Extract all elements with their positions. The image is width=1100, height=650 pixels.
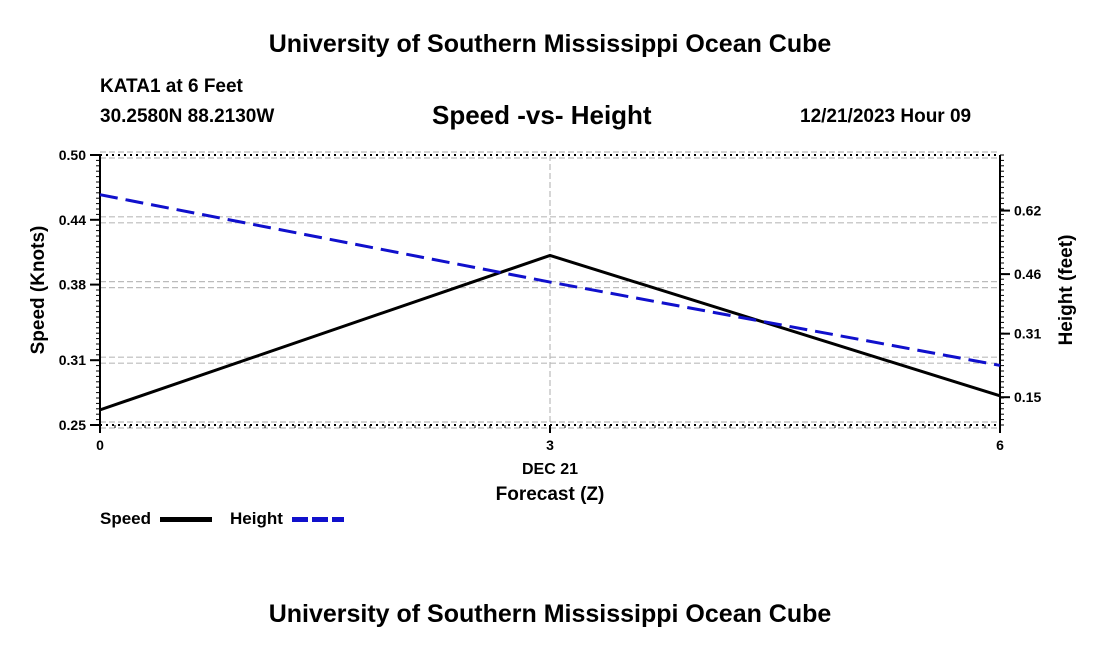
series-line-speed bbox=[99, 253, 1001, 412]
footer-title: University of Southern Mississippi Ocean… bbox=[268, 600, 832, 628]
left-axis-title: Speed (Knots) bbox=[28, 226, 49, 355]
legend-height-swatch bbox=[292, 517, 344, 522]
forecast-datetime: 12/21/2023 Hour 09 bbox=[800, 106, 972, 127]
left-tick-label: 0.50 bbox=[59, 147, 86, 163]
x-axis-title: Forecast (Z) bbox=[496, 484, 605, 505]
x-tick-label: 3 bbox=[546, 437, 554, 453]
right-tick-label: 0.62 bbox=[1014, 203, 1041, 219]
station-label: KATA1 at 6 Feet bbox=[100, 76, 243, 97]
legend-speed-label: Speed bbox=[100, 509, 152, 528]
legend-height-label: Height bbox=[230, 509, 283, 528]
chart-subtitle: Speed -vs- Height bbox=[432, 100, 652, 130]
right-tick-label: 0.46 bbox=[1014, 266, 1041, 282]
x-tick-label: 6 bbox=[996, 437, 1004, 453]
left-tick-label: 0.44 bbox=[59, 212, 86, 228]
right-tick-label: 0.15 bbox=[1014, 389, 1041, 405]
station-coordinates: 30.2580N 88.2130W bbox=[100, 106, 275, 127]
x-tick-label: 0 bbox=[96, 437, 104, 453]
left-tick-label: 0.25 bbox=[59, 417, 86, 433]
right-axis-title: Height (feet) bbox=[1056, 235, 1077, 346]
right-tick-label: 0.31 bbox=[1014, 326, 1041, 342]
legend-speed-swatch bbox=[160, 517, 212, 522]
left-tick-label: 0.31 bbox=[59, 352, 86, 368]
x-date-label: DEC 21 bbox=[522, 461, 578, 478]
left-tick-label: 0.38 bbox=[59, 277, 86, 293]
main-title: University of Southern Mississippi Ocean… bbox=[268, 30, 832, 58]
